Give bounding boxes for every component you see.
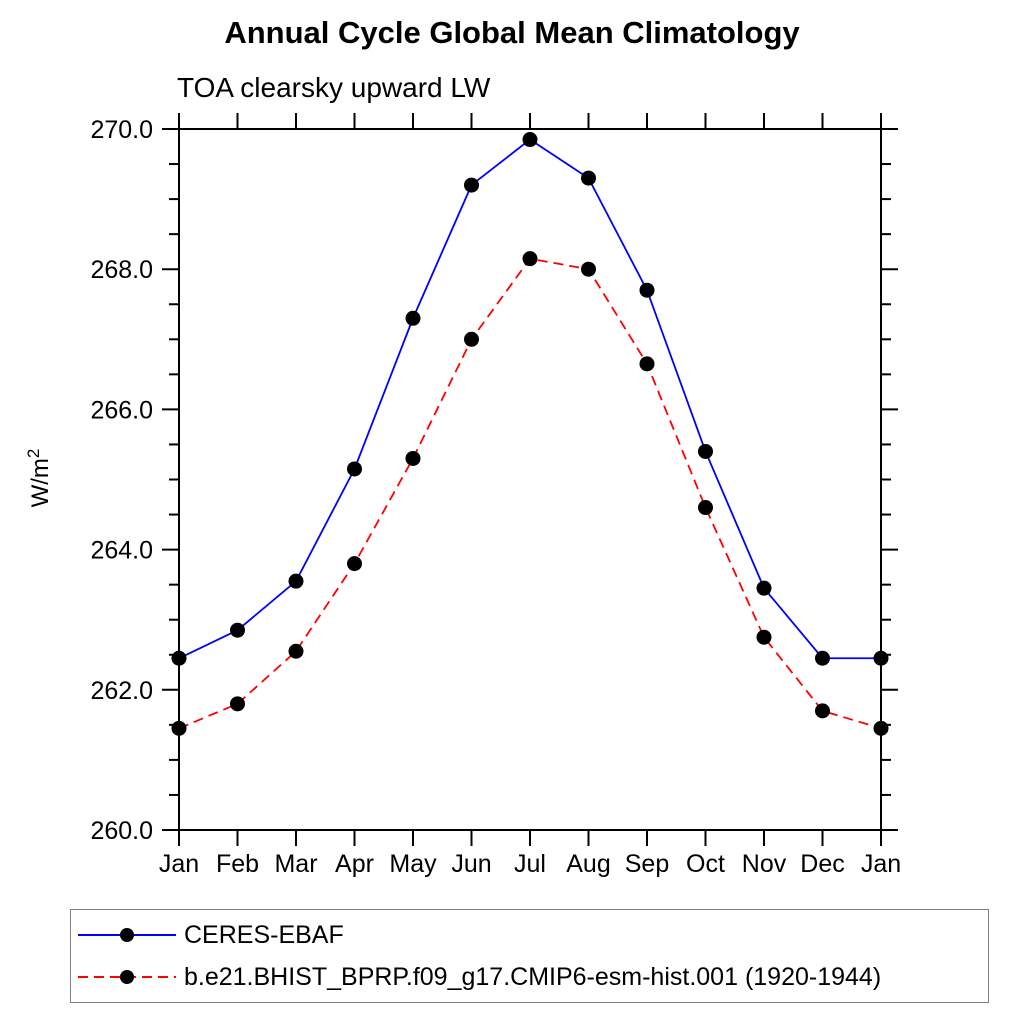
data-point-marker: [522, 251, 538, 267]
y-tick-label: 270.0: [90, 116, 153, 144]
x-tick-label: Aug: [566, 850, 610, 878]
data-point-marker: [522, 132, 538, 148]
x-tick-label: Jan: [159, 850, 199, 878]
data-point-marker: [347, 556, 362, 572]
data-point-marker: [639, 282, 655, 298]
data-point-marker: [756, 629, 772, 645]
data-point-marker: [405, 310, 421, 326]
data-point-marker: [698, 443, 713, 459]
legend-marker: [120, 928, 134, 942]
data-point-marker: [815, 703, 830, 719]
x-tick-label: Nov: [742, 850, 787, 878]
y-tick-label: 264.0: [90, 537, 153, 565]
legend: CERES-EBAF b.e21.BHIST_BPRP.f09_g17.CMIP…: [70, 909, 989, 1003]
legend-label: CERES-EBAF: [184, 920, 344, 949]
x-tick-label: Jun: [451, 850, 491, 878]
data-point-marker: [639, 356, 655, 372]
legend-item-ceres: CERES-EBAF: [71, 914, 988, 956]
data-point-marker: [873, 720, 889, 736]
y-tick-label: 260.0: [90, 817, 153, 845]
data-point-marker: [698, 500, 713, 516]
x-tick-label: May: [389, 850, 437, 878]
x-tick-label: Jul: [514, 850, 546, 878]
legend-marker: [120, 970, 134, 984]
series-line: [178, 257, 882, 730]
chart-subtitle: TOA clearsky upward LW: [177, 72, 491, 103]
legend-line-marker-sample-red: [78, 970, 176, 984]
x-tick-label: Dec: [800, 850, 844, 878]
data-point-marker: [230, 622, 245, 638]
y-tick-label: 266.0: [90, 396, 153, 424]
data-point-marker: [230, 696, 245, 712]
y-axis-title: W/m2: [24, 449, 54, 508]
x-tick-label: Jan: [861, 850, 901, 878]
x-tick-label: Sep: [625, 850, 669, 878]
data-point-marker: [347, 461, 362, 477]
data-point-marker: [581, 170, 596, 186]
x-tick-label: Oct: [686, 850, 725, 878]
data-point-marker: [171, 720, 187, 736]
x-tick-label: Mar: [274, 850, 317, 878]
y-tick-label: 262.0: [90, 677, 153, 705]
legend-label: b.e21.BHIST_BPRP.f09_g17.CMIP6-esm-hist.…: [184, 962, 882, 991]
data-point-marker: [815, 650, 830, 666]
y-tick-label: 268.0: [90, 256, 153, 284]
x-tick-label: Apr: [335, 850, 374, 878]
legend-line-marker-sample-blue: [78, 928, 176, 942]
data-point-marker: [756, 580, 772, 596]
data-point-marker: [171, 650, 187, 666]
legend-item-model: b.e21.BHIST_BPRP.f09_g17.CMIP6-esm-hist.…: [71, 956, 988, 998]
data-point-marker: [405, 450, 421, 466]
data-point-marker: [288, 643, 304, 659]
data-point-marker: [464, 331, 479, 347]
x-tick-label: Feb: [216, 850, 259, 878]
data-point-marker: [288, 573, 304, 589]
data-point-marker: [581, 261, 596, 277]
chart-title: Annual Cycle Global Mean Climatology: [224, 15, 800, 50]
data-point-marker: [464, 177, 479, 193]
data-point-marker: [873, 650, 889, 666]
plot-frame: [178, 128, 882, 831]
series-line: [178, 138, 881, 660]
